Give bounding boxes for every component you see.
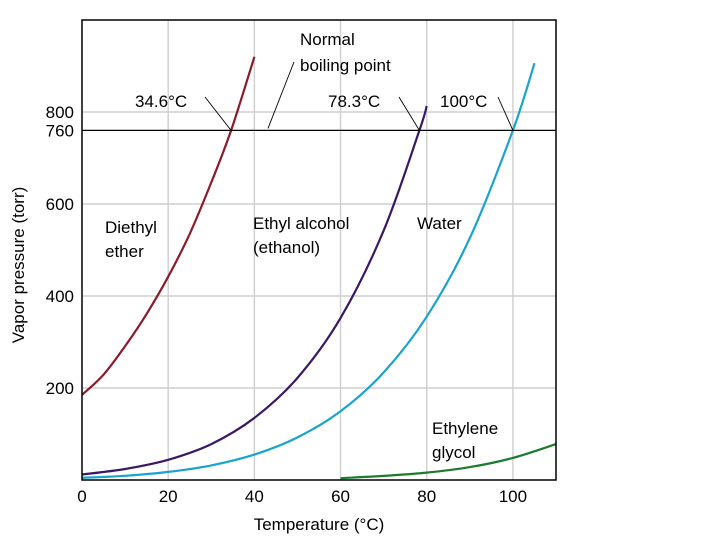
boiling-point-annotation: 34.6°C [135, 92, 187, 111]
y-tick-label: 400 [46, 287, 74, 306]
boiling-point-label-line-1: Normal [300, 30, 355, 49]
boiling-point-label-line-2: boiling point [300, 56, 391, 75]
grid [82, 20, 556, 480]
x-tick-label: 100 [499, 487, 527, 506]
boiling-point-leader [398, 96, 420, 131]
boiling-point-annotation: 78.3°C [328, 92, 380, 111]
x-tick-label: 80 [417, 487, 436, 506]
plot-frame [81, 19, 557, 481]
x-tick-label: 40 [245, 487, 264, 506]
x-tick-label: 60 [331, 487, 350, 506]
annotations: 34.6°C 78.3°C 100°C [135, 61, 514, 131]
curve-diethyl-ether [82, 56, 256, 396]
boiling-point-leader [204, 96, 232, 131]
curve-label: (ethanol) [253, 238, 320, 257]
curves [82, 56, 556, 480]
curve-label: glycol [432, 443, 475, 462]
y-tick-label: 800 [46, 103, 74, 122]
y-tick-label: 200 [46, 379, 74, 398]
x-tick-label: 0 [77, 487, 86, 506]
curve-label: Diethyl [105, 218, 157, 237]
curve-label: Ethylene [432, 419, 498, 438]
curve-label: ether [105, 242, 144, 261]
y-axis-title: Vapor pressure (torr) [9, 187, 28, 344]
y-tick-label: 600 [46, 195, 74, 214]
y-tick-label: 760 [46, 121, 74, 140]
x-tick-label: 20 [159, 487, 178, 506]
boiling-point-leader [267, 61, 295, 129]
curve-label: Water [417, 214, 462, 233]
curve-water [82, 62, 536, 479]
boiling-point-leader [497, 96, 514, 131]
curve-ethylene-glycol [340, 443, 556, 480]
curve-label: Ethyl alcohol [253, 214, 349, 233]
x-axis-title: Temperature (°C) [254, 515, 385, 534]
curve-ethyl-alcohol-ethanol [82, 105, 428, 476]
boiling-point-annotation: 100°C [440, 92, 487, 111]
curve-labels: Diethyl ether Ethyl alcohol (ethanol) Water E… [105, 214, 498, 462]
